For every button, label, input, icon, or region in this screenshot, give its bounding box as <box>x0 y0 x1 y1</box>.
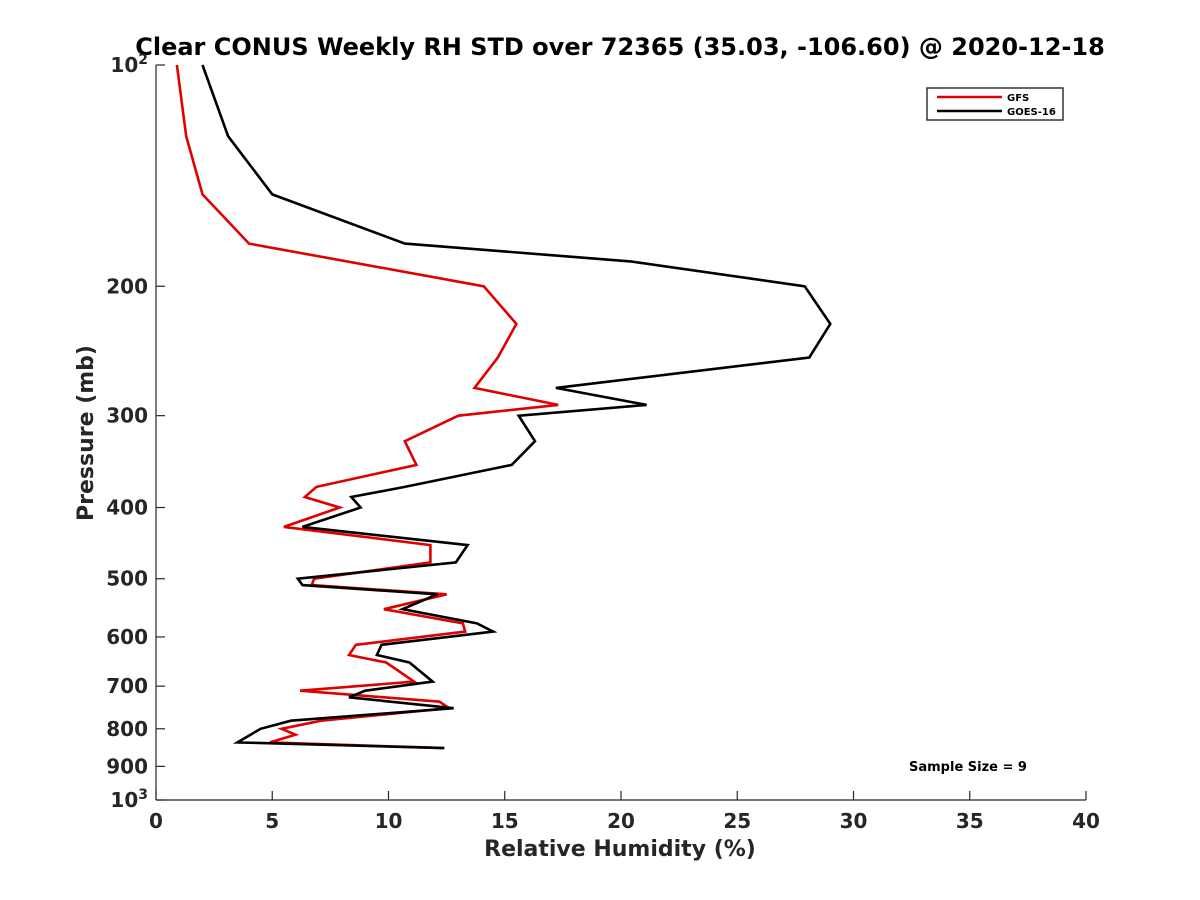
legend-box <box>926 87 1064 121</box>
y-tick-label: 300 <box>106 404 148 428</box>
series-line-goes-16 <box>201 64 832 750</box>
x-tick-label: 0 <box>149 809 163 833</box>
x-tick-label: 25 <box>723 809 751 833</box>
chart-title: Clear CONUS Weekly RH STD over 72365 (35… <box>135 33 1105 61</box>
x-tick-label: 15 <box>491 809 519 833</box>
y-tick-label: 600 <box>106 625 148 649</box>
y-tick-label: 900 <box>106 754 148 778</box>
x-tick-label: 20 <box>607 809 635 833</box>
y-tick-label: 500 <box>106 567 148 591</box>
y-tick-label: 400 <box>106 496 148 520</box>
y-tick-label: 700 <box>106 674 148 698</box>
sample-size-annotation: Sample Size = 9 <box>909 760 1027 775</box>
y-tick-label: 103 <box>110 787 148 812</box>
y-tick-label: 800 <box>106 717 148 741</box>
x-tick-label: 40 <box>1072 809 1100 833</box>
y-axis-label: Pressure (mb) <box>74 345 99 521</box>
y-tick-label: 200 <box>106 274 148 298</box>
x-tick-label: 35 <box>956 809 984 833</box>
legend-label-goes-16: GOES-16 <box>1007 107 1056 118</box>
legend-label-gfs: GFS <box>1007 93 1029 104</box>
series-line-gfs <box>175 64 559 750</box>
x-axis-label: Relative Humidity (%) <box>484 837 756 862</box>
y-tick-label: 102 <box>110 52 148 77</box>
x-tick-label: 10 <box>375 809 403 833</box>
x-tick-label: 5 <box>265 809 279 833</box>
plot-area: 0 5 10 15 20 25 30 35 40 102 200 300 400 500 600 700 800… <box>106 52 1100 833</box>
x-tick-label: 30 <box>840 809 868 833</box>
legend: GFS GOES-16 <box>926 87 1064 121</box>
